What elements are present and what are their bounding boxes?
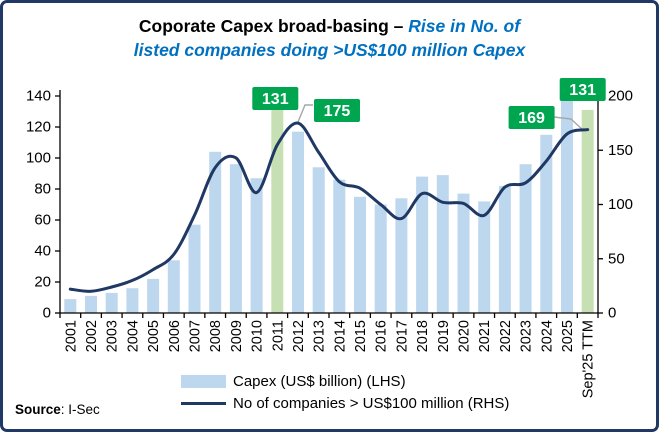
capex-bar-2010 [250, 178, 263, 313]
capex-bar-2022 [498, 185, 511, 313]
capex-bar-2012 [292, 131, 304, 313]
capex-bar-2017 [395, 198, 408, 313]
x-label-Sep-25-TTM: Sep'25 TTM [581, 320, 597, 398]
left-axis-tick-0: 0 [43, 305, 51, 322]
annotation-box-3 [559, 78, 606, 101]
left-axis-tick-20: 20 [34, 274, 51, 291]
annotation-connector-2 [553, 116, 584, 131]
annotation-value-2: 169 [518, 110, 545, 127]
capex-bar-swatch-icon [181, 375, 226, 388]
capex-bar-2016 [374, 204, 387, 313]
capex-bar-2003 [105, 292, 118, 313]
capex-bar-2004 [126, 288, 139, 313]
capex-bar-2008 [209, 151, 222, 313]
capex-bar-2002 [85, 295, 97, 313]
x-label-2016: 2016 [374, 320, 390, 352]
capex-bar-2014 [333, 179, 346, 313]
x-label-2004: 2004 [125, 320, 141, 352]
capex-bar-2001 [64, 299, 77, 313]
x-label-2011: 2011 [270, 320, 286, 351]
capex-bar-2015 [354, 196, 366, 314]
capex-bar-2013 [312, 167, 325, 313]
left-axis-tick-140: 140 [26, 88, 51, 105]
right-axis-tick-50: 50 [608, 250, 625, 267]
legend-capex-label: Capex (US$ billion) (LHS) [233, 373, 406, 390]
x-label-2024: 2024 [539, 320, 555, 352]
x-label-2001: 2001 [63, 320, 79, 352]
capex-bar-2024 [540, 134, 553, 314]
title-blue-text-1: Rise in No. of [408, 16, 521, 36]
capex-bar-2005 [147, 278, 160, 313]
chart-title-line1: Coporate Capex broad-basing – Rise in No… [3, 14, 656, 38]
x-label-2025: 2025 [560, 320, 576, 352]
x-label-2008: 2008 [208, 320, 224, 352]
x-label-2014: 2014 [332, 320, 348, 352]
capex-bar-2021 [478, 201, 491, 313]
chart-title: Coporate Capex broad-basing – Rise in No… [3, 14, 656, 62]
right-axis-tick-200: 200 [608, 88, 633, 105]
capex-bar-2023 [519, 164, 532, 313]
right-axis-tick-0: 0 [608, 305, 616, 322]
capex-bar-2025 [561, 100, 573, 313]
x-label-2018: 2018 [415, 320, 431, 352]
left-axis-tick-120: 120 [26, 119, 51, 136]
annotation-value-1: 175 [324, 103, 351, 120]
x-label-2022: 2022 [498, 320, 514, 352]
x-label-2021: 2021 [477, 320, 493, 352]
capex-companies-chart: 0 20 40 60 80 100 120 140 0 50 100 150 200 2001 2002 20… [26, 78, 633, 398]
annotation-box-1 [314, 99, 360, 122]
legend-item-capex: Capex (US$ billion) (LHS) [181, 373, 509, 390]
left-axis-tick-80: 80 [34, 181, 51, 198]
x-label-2020: 2020 [457, 320, 473, 352]
x-label-2009: 2009 [229, 320, 245, 352]
companies-line [68, 121, 590, 293]
x-label-2005: 2005 [146, 320, 162, 352]
chart-title-line2: listed companies doing >US$100 million C… [133, 40, 526, 61]
capex-bar-2009 [229, 164, 242, 313]
x-label-2006: 2006 [167, 320, 183, 352]
annotation-connector-1 [297, 104, 313, 123]
x-label-2003: 2003 [105, 320, 121, 352]
annotation-box-2 [508, 106, 555, 129]
title-black-text: Coporate Capex broad-basing – [138, 16, 409, 36]
left-axis-tick-60: 60 [34, 212, 51, 229]
legend-companies-label: No of companies > US$100 million (RHS) [233, 395, 510, 412]
source-value: : I-Sec [60, 402, 100, 417]
annotation-value-0: 131 [262, 91, 289, 108]
right-axis-tick-150: 150 [608, 142, 633, 159]
x-label-2002: 2002 [84, 320, 100, 352]
annotation-value-3: 131 [569, 82, 596, 99]
legend-item-companies: No of companies > US$100 million (RHS) [181, 395, 509, 412]
left-axis-tick-100: 100 [26, 150, 51, 167]
right-axis-tick-100: 100 [608, 196, 633, 213]
capex-bar-2020 [457, 193, 470, 313]
source-note: Source: I-Sec [15, 402, 100, 417]
capex-bar-2007 [188, 224, 201, 313]
x-label-2012: 2012 [291, 320, 307, 352]
capex-bar-Sep-25-TTM [581, 109, 594, 314]
capex-bar-2011 [271, 109, 284, 314]
x-label-2007: 2007 [188, 320, 204, 352]
capex-bar-2006 [167, 260, 180, 313]
capex-bar-2018 [416, 176, 429, 313]
capex-bar-2019 [436, 175, 449, 313]
x-label-2023: 2023 [519, 320, 535, 352]
x-label-2017: 2017 [394, 320, 410, 352]
annotation-box-0 [252, 87, 299, 110]
x-label-2019: 2019 [436, 320, 452, 352]
companies-line-swatch-icon [181, 402, 226, 405]
x-label-2013: 2013 [312, 320, 328, 352]
x-label-2015: 2015 [353, 320, 369, 352]
chart-legend: Capex (US$ billion) (LHS) No of companie… [181, 373, 509, 417]
x-label-2010: 2010 [250, 320, 266, 352]
left-axis-tick-40: 40 [34, 243, 51, 260]
source-label: Source [15, 402, 61, 417]
